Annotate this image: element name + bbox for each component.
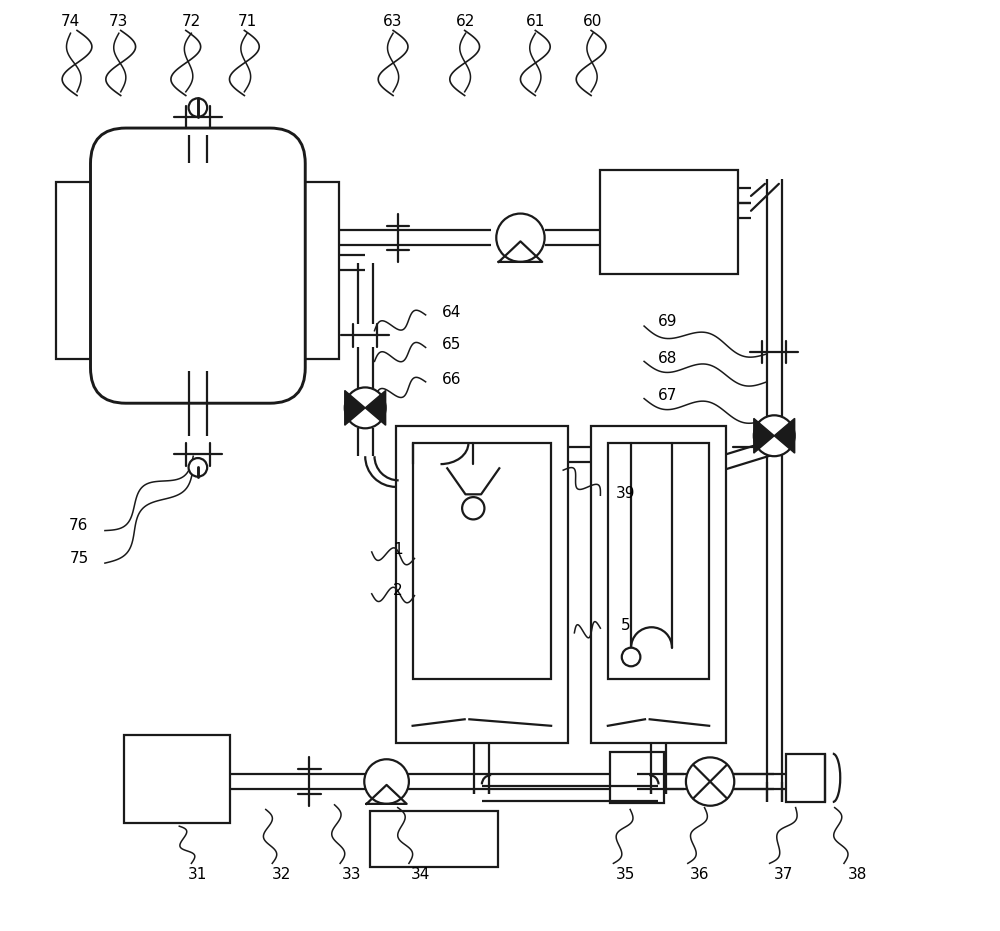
FancyBboxPatch shape — [91, 128, 305, 403]
Circle shape — [622, 648, 640, 667]
Text: 34: 34 — [411, 867, 431, 882]
Text: 69: 69 — [658, 314, 677, 329]
Text: 74: 74 — [61, 14, 80, 29]
Text: 31: 31 — [188, 867, 208, 882]
Bar — [396, 426, 568, 743]
Polygon shape — [754, 418, 774, 453]
Bar — [600, 169, 738, 274]
Circle shape — [189, 99, 207, 117]
Circle shape — [496, 213, 545, 262]
Circle shape — [345, 387, 386, 428]
Text: 2: 2 — [393, 584, 403, 599]
Text: 62: 62 — [456, 14, 475, 29]
Circle shape — [462, 497, 484, 519]
Text: 5: 5 — [621, 618, 630, 633]
Text: 1: 1 — [393, 542, 403, 557]
Text: 67: 67 — [658, 388, 677, 403]
Polygon shape — [365, 390, 386, 425]
Bar — [413, 443, 551, 680]
Text: 63: 63 — [383, 14, 403, 29]
Bar — [370, 811, 498, 867]
Bar — [124, 735, 230, 823]
Text: 76: 76 — [69, 519, 89, 533]
Text: 60: 60 — [583, 14, 603, 29]
Text: 68: 68 — [658, 351, 677, 366]
Text: 33: 33 — [342, 867, 361, 882]
Bar — [591, 426, 726, 743]
Text: 38: 38 — [848, 867, 868, 882]
Text: 72: 72 — [182, 14, 201, 29]
Bar — [786, 754, 825, 802]
Text: 66: 66 — [442, 372, 461, 387]
Text: 64: 64 — [442, 304, 461, 319]
Text: 73: 73 — [109, 14, 129, 29]
Polygon shape — [447, 468, 499, 494]
Text: 37: 37 — [774, 867, 793, 882]
Text: 71: 71 — [238, 14, 257, 29]
Circle shape — [189, 458, 207, 477]
Bar — [56, 182, 339, 358]
Circle shape — [754, 415, 795, 456]
Text: 75: 75 — [69, 551, 89, 566]
Text: 39: 39 — [616, 486, 635, 501]
Text: 35: 35 — [616, 867, 635, 882]
Text: 32: 32 — [272, 867, 291, 882]
Text: 65: 65 — [442, 337, 461, 352]
Bar — [610, 752, 664, 803]
Circle shape — [364, 760, 409, 803]
Circle shape — [686, 758, 734, 805]
Text: 36: 36 — [690, 867, 710, 882]
Polygon shape — [774, 418, 795, 453]
Bar — [608, 443, 709, 680]
Text: 61: 61 — [526, 14, 545, 29]
Polygon shape — [345, 390, 365, 425]
